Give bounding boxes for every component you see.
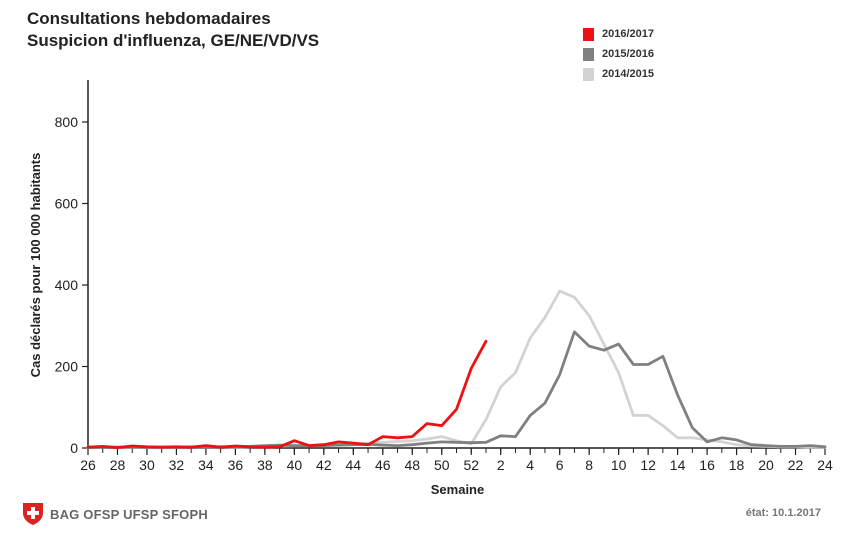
chart-title: Consultations hebdomadaires Suspicion d'… xyxy=(27,8,319,52)
y-tick-label: 600 xyxy=(55,196,79,212)
y-tick-label: 800 xyxy=(55,114,79,130)
x-tick-label: 34 xyxy=(198,457,214,473)
footer-logo: BAG OFSP UFSP SFOPH xyxy=(22,502,208,526)
chart-title-line1: Consultations hebdomadaires xyxy=(27,9,271,28)
x-tick-label: 26 xyxy=(80,457,96,473)
x-tick-label: 24 xyxy=(817,457,833,473)
chart-legend: 2016/2017 2015/2016 2014/2015 xyxy=(583,24,654,84)
legend-swatch xyxy=(583,27,594,41)
x-tick-label: 52 xyxy=(463,457,479,473)
x-tick-label: 28 xyxy=(110,457,126,473)
legend-swatch xyxy=(583,47,594,61)
footer-logo-text: BAG OFSP UFSP SFOPH xyxy=(50,506,208,522)
y-tick-label: 400 xyxy=(55,277,79,293)
x-axis-title: Semaine xyxy=(430,482,485,497)
legend-label: 2015/2016 xyxy=(602,48,654,60)
y-tick-label: 0 xyxy=(70,440,78,456)
legend-item-2016-2017: 2016/2017 xyxy=(583,24,654,44)
legend-item-2015-2016: 2015/2016 xyxy=(583,44,654,64)
x-tick-label: 44 xyxy=(346,457,362,473)
x-tick-label: 12 xyxy=(640,457,656,473)
x-tick-label: 38 xyxy=(257,457,273,473)
legend-label: 2016/2017 xyxy=(602,28,654,40)
chart-series xyxy=(86,289,827,450)
x-tick-label: 8 xyxy=(585,457,593,473)
y-tick-label: 200 xyxy=(55,359,79,375)
series-line-2014-2015 xyxy=(86,289,827,449)
y-axis-title: Cas déclarés pour 100 000 habitants xyxy=(28,153,43,378)
x-tick-label: 36 xyxy=(228,457,244,473)
x-tick-label: 40 xyxy=(287,457,303,473)
legend-swatch xyxy=(583,67,594,81)
x-tick-label: 4 xyxy=(526,457,534,473)
footer-status: état: 10.1.2017 xyxy=(745,507,821,519)
x-tick-label: 18 xyxy=(729,457,745,473)
legend-label: 2014/2015 xyxy=(602,68,654,80)
legend-item-2014-2015: 2014/2015 xyxy=(583,64,654,84)
x-tick-label: 42 xyxy=(316,457,332,473)
chart-title-line2: Suspicion d'influenza, GE/NE/VD/VS xyxy=(27,31,320,50)
x-tick-label: 14 xyxy=(670,457,686,473)
x-tick-label: 16 xyxy=(699,457,715,473)
x-tick-label: 50 xyxy=(434,457,450,473)
x-tick-label: 10 xyxy=(611,457,627,473)
series-line-2016-2017 xyxy=(86,339,488,450)
x-tick-label: 20 xyxy=(758,457,774,473)
x-tick-label: 46 xyxy=(375,457,391,473)
series-line-2015-2016 xyxy=(86,330,827,449)
x-tick-label: 48 xyxy=(404,457,420,473)
x-tick-label: 6 xyxy=(556,457,564,473)
x-tick-label: 22 xyxy=(788,457,804,473)
x-tick-label: 30 xyxy=(139,457,155,473)
x-tick-label: 32 xyxy=(169,457,185,473)
x-axis-title-wrap: Semaine xyxy=(0,482,845,497)
x-tick-label: 2 xyxy=(497,457,505,473)
swiss-shield-icon xyxy=(23,503,43,525)
